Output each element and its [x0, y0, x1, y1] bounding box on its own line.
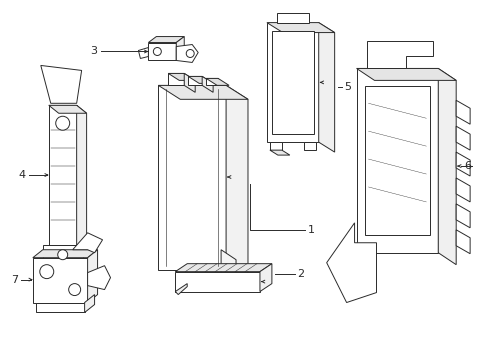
Polygon shape — [36, 302, 85, 312]
Polygon shape — [43, 245, 83, 263]
Polygon shape — [456, 204, 470, 228]
Polygon shape — [456, 152, 470, 176]
Polygon shape — [270, 142, 282, 150]
Circle shape — [40, 265, 54, 279]
Polygon shape — [456, 126, 470, 150]
Polygon shape — [327, 223, 376, 302]
Polygon shape — [277, 13, 309, 23]
Polygon shape — [270, 150, 290, 155]
Polygon shape — [176, 37, 184, 60]
Polygon shape — [158, 85, 226, 270]
Circle shape — [58, 250, 68, 260]
Polygon shape — [73, 233, 102, 253]
Circle shape — [153, 48, 161, 55]
Text: 5: 5 — [344, 82, 352, 93]
Polygon shape — [456, 100, 470, 124]
Polygon shape — [148, 42, 176, 60]
Circle shape — [69, 284, 81, 296]
Polygon shape — [88, 266, 111, 289]
Polygon shape — [272, 31, 314, 134]
Polygon shape — [168, 73, 184, 85]
Polygon shape — [367, 41, 433, 68]
Polygon shape — [438, 68, 456, 265]
Polygon shape — [33, 258, 88, 302]
Polygon shape — [206, 78, 229, 85]
Polygon shape — [357, 68, 456, 80]
Polygon shape — [76, 105, 87, 253]
Polygon shape — [188, 76, 202, 85]
Circle shape — [186, 50, 194, 58]
Polygon shape — [175, 272, 260, 292]
Polygon shape — [456, 178, 470, 202]
Polygon shape — [88, 250, 98, 302]
Polygon shape — [365, 86, 430, 235]
Polygon shape — [175, 264, 272, 272]
Polygon shape — [168, 73, 195, 80]
Polygon shape — [33, 250, 98, 258]
Polygon shape — [85, 294, 95, 312]
Text: 4: 4 — [19, 170, 26, 180]
Polygon shape — [41, 66, 82, 103]
Text: 7: 7 — [11, 275, 18, 285]
Polygon shape — [138, 48, 148, 58]
Polygon shape — [304, 142, 316, 150]
Circle shape — [56, 116, 70, 130]
Polygon shape — [318, 23, 335, 152]
Polygon shape — [226, 85, 248, 284]
Polygon shape — [49, 105, 76, 245]
Polygon shape — [456, 230, 470, 254]
Text: 3: 3 — [91, 46, 98, 57]
Polygon shape — [176, 45, 198, 62]
Polygon shape — [49, 105, 87, 113]
Polygon shape — [202, 76, 213, 92]
Text: 2: 2 — [297, 269, 304, 279]
Polygon shape — [357, 68, 438, 253]
Text: 1: 1 — [308, 225, 315, 235]
Polygon shape — [206, 78, 218, 85]
Polygon shape — [158, 85, 248, 99]
Polygon shape — [175, 284, 187, 294]
Polygon shape — [184, 73, 195, 92]
Polygon shape — [260, 264, 272, 292]
Polygon shape — [148, 37, 184, 42]
Polygon shape — [267, 23, 318, 142]
Polygon shape — [188, 76, 213, 84]
Polygon shape — [267, 23, 335, 32]
Polygon shape — [221, 250, 236, 275]
Text: 6: 6 — [464, 161, 471, 171]
